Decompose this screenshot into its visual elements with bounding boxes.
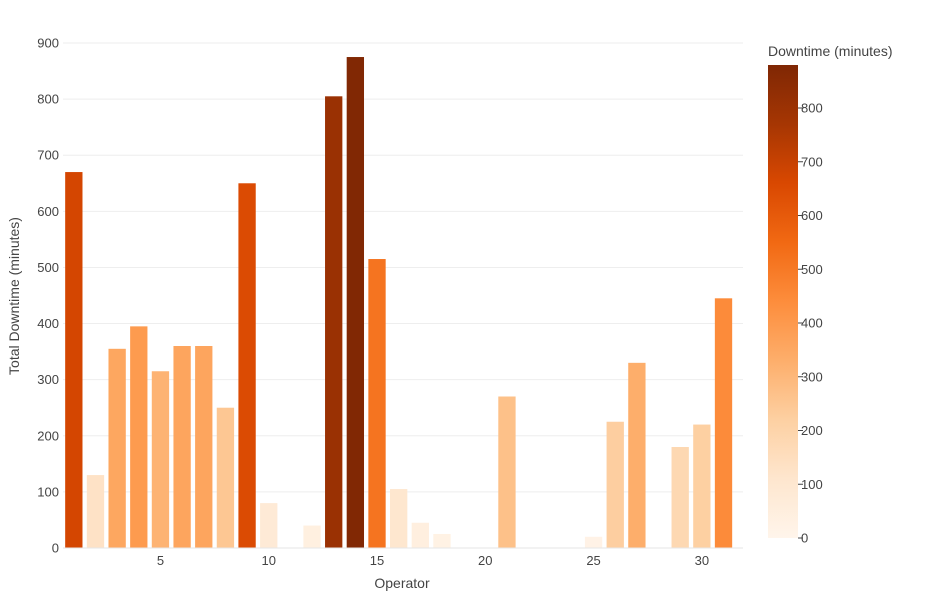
y-tick-label: 0 bbox=[52, 541, 59, 556]
x-tick-label: 15 bbox=[370, 553, 384, 568]
axes: 0 100 200 300 400 500 600 700 800 900 5 10 15 20 25 30 bbox=[37, 36, 743, 568]
y-tick-label: 500 bbox=[37, 260, 59, 275]
bar bbox=[671, 447, 689, 548]
bars bbox=[65, 57, 733, 548]
y-tick-label: 400 bbox=[37, 316, 59, 331]
colorbar: Downtime (minutes) 0 100 200 300 400 500 600 70… bbox=[768, 43, 892, 546]
bar bbox=[346, 57, 365, 548]
colorbar-gradient bbox=[768, 65, 798, 538]
bar bbox=[433, 533, 451, 548]
bar bbox=[390, 489, 408, 548]
bar bbox=[216, 407, 235, 548]
bar bbox=[86, 475, 105, 548]
bar bbox=[108, 348, 126, 548]
bar bbox=[151, 371, 170, 548]
colorbar-tick-label: 400 bbox=[801, 316, 823, 331]
bar bbox=[498, 396, 516, 548]
y-tick-label: 800 bbox=[37, 92, 59, 107]
colorbar-tick-label: 500 bbox=[801, 262, 823, 277]
colorbar-tick-label: 800 bbox=[801, 101, 823, 116]
colorbar-tick-label: 700 bbox=[801, 154, 823, 169]
bar bbox=[130, 326, 148, 548]
bar bbox=[628, 362, 646, 548]
x-tick-label: 10 bbox=[261, 553, 275, 568]
bar bbox=[238, 183, 256, 548]
bar bbox=[693, 424, 711, 548]
y-tick-label: 100 bbox=[37, 484, 59, 499]
y-tick-label: 900 bbox=[37, 36, 59, 51]
bar bbox=[173, 346, 191, 548]
x-axis-title: Operator bbox=[374, 575, 430, 591]
x-tick-label: 5 bbox=[157, 553, 164, 568]
colorbar-title: Downtime (minutes) bbox=[768, 43, 892, 59]
x-tick-label: 30 bbox=[695, 553, 709, 568]
y-axis-title: Total Downtime (minutes) bbox=[6, 217, 22, 375]
bar bbox=[65, 172, 83, 548]
bar bbox=[584, 536, 603, 548]
colorbar-tick-label: 300 bbox=[801, 369, 823, 384]
colorbar-tick-label: 600 bbox=[801, 208, 823, 223]
bar bbox=[411, 522, 429, 548]
bar bbox=[195, 346, 213, 548]
y-tick-label: 200 bbox=[37, 428, 59, 443]
bar bbox=[260, 503, 278, 548]
colorbar-tick-label: 0 bbox=[801, 531, 808, 546]
colorbar-ticks: 0 100 200 300 400 500 600 700 800 bbox=[798, 101, 823, 546]
bar bbox=[325, 96, 343, 548]
bar bbox=[368, 259, 386, 548]
colorbar-tick-label: 100 bbox=[801, 477, 823, 492]
bar bbox=[606, 421, 624, 548]
bar bbox=[303, 525, 321, 548]
y-tick-label: 700 bbox=[37, 148, 59, 163]
bar bbox=[714, 298, 733, 548]
x-tick-label: 20 bbox=[478, 553, 492, 568]
y-tick-label: 300 bbox=[37, 372, 59, 387]
colorbar-tick-label: 200 bbox=[801, 423, 823, 438]
y-tick-label: 600 bbox=[37, 204, 59, 219]
x-tick-label: 25 bbox=[586, 553, 600, 568]
